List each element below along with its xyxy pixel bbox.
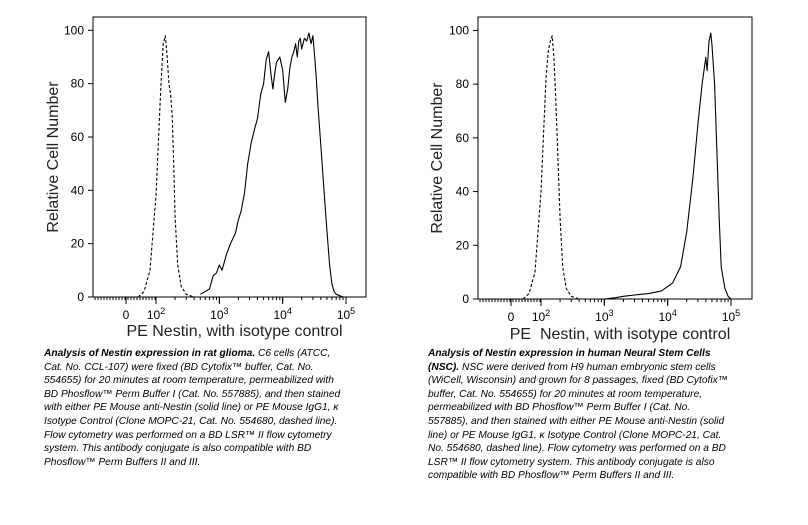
chart-1: 0 20 40 60 80 100 0 102 103 104 105 Relative Cell N…: [45, 16, 367, 340]
y-tick-label: 60: [456, 131, 470, 145]
y-tick-label: 20: [456, 238, 470, 252]
isotype-control-line: [137, 35, 195, 298]
plot-frame: [477, 16, 753, 300]
x-tick-label: 105: [722, 308, 740, 324]
caption-left-body: C6 cells (ATCC, Cat. No. CCL-107) were f…: [44, 348, 341, 468]
chart-2: 0 20 40 60 80 100 0 102 103 104 105 Relative Cell N…: [429, 16, 753, 343]
y-tick-label: 100: [64, 23, 84, 37]
caption-right-body: NSC were derived from H9 human embryonic…: [428, 361, 728, 482]
x-tick-label: 102: [147, 306, 165, 322]
x-tick-label: 0: [123, 308, 130, 322]
caption-right: Analysis of Nestin expression in human N…: [428, 347, 728, 483]
y-tick-label: 20: [71, 237, 85, 251]
anti-nestin-line: [604, 32, 732, 300]
x-tick-label: 0: [508, 310, 515, 324]
x-tick-label: 104: [658, 308, 676, 324]
y-axis-title: Relative Cell Number: [429, 82, 446, 234]
y-tick-label: 0: [77, 290, 84, 304]
caption-left: Analysis of Nestin expression in rat gli…: [44, 347, 349, 469]
x-tick-label: 102: [532, 308, 550, 324]
x-tick-label: 104: [273, 306, 291, 322]
y-tick-label: 80: [456, 77, 470, 91]
y-tick-label: 40: [71, 183, 85, 197]
x-axis-title: PE Nestin, with isotype control: [510, 326, 731, 343]
y-tick-label: 60: [71, 130, 85, 144]
x-tick-label: 103: [210, 306, 228, 322]
y-tick-label: 40: [456, 185, 470, 199]
y-tick-label: 0: [462, 292, 469, 306]
x-tick-label: 105: [337, 306, 355, 322]
x-axis-title: PE Nestin, with isotype control: [126, 323, 342, 340]
isotype-control-line: [522, 35, 580, 300]
caption-left-title: Analysis of Nestin expression in rat gli…: [44, 348, 256, 359]
caption-right-title: Analysis of Nestin expression in human N…: [428, 348, 711, 373]
anti-nestin-line: [200, 32, 344, 298]
y-tick-label: 100: [449, 23, 469, 37]
y-axis-title: Relative Cell Number: [45, 81, 62, 233]
histogram-figure: 0 20 40 60 80 100 0 102 103 104 105 Relative Cell N…: [45, 16, 753, 343]
x-tick-label: 103: [595, 308, 613, 324]
plot-frame: [92, 16, 367, 298]
y-tick-label: 80: [71, 77, 85, 91]
